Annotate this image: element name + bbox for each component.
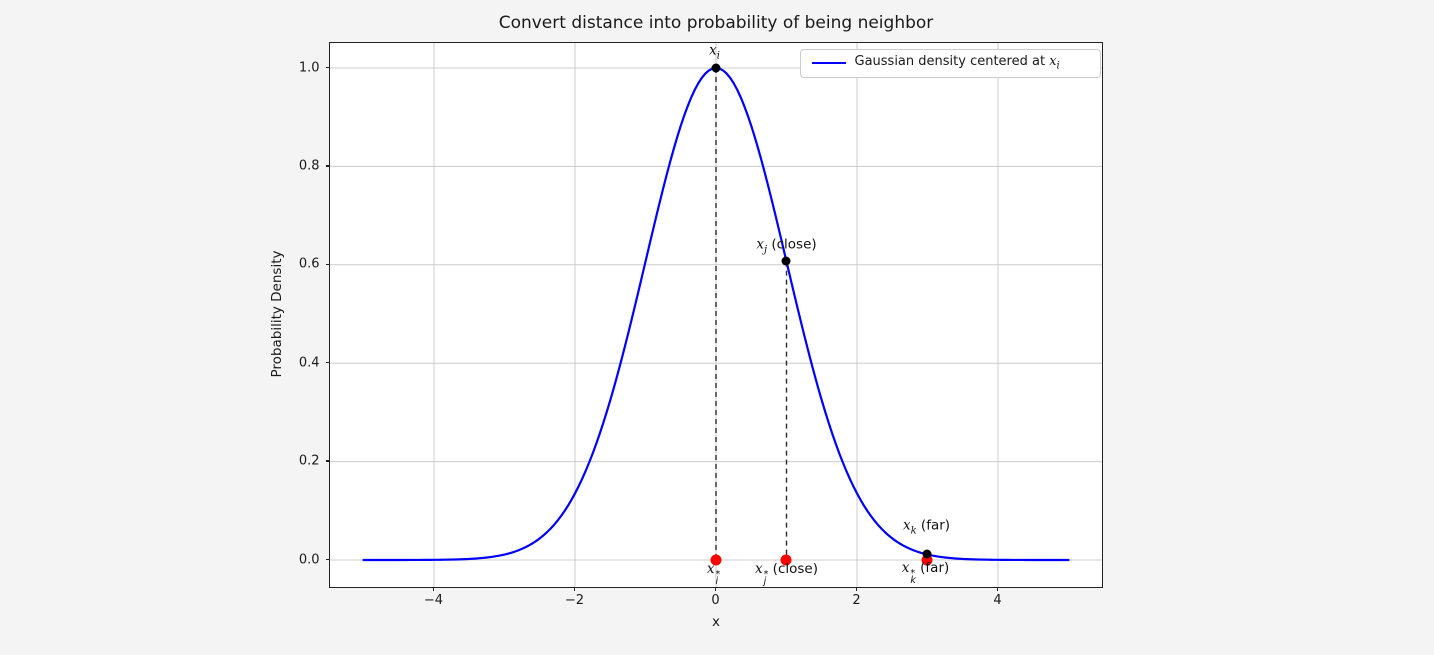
x-tick-label: −4 — [423, 592, 444, 608]
y-tick-mark — [325, 263, 330, 265]
plot-area: xi xj (close) xk (far) x * i x * j (close) x… — [299, 41, 1103, 608]
x-tick-mark — [573, 586, 576, 591]
point-label-xk-far: xk (far) — [902, 517, 951, 536]
chart-title: Convert distance into probability of bei… — [498, 13, 934, 33]
point-label-xk-star-far: x * k (far) — [901, 559, 950, 586]
y-tick-label: 0.6 — [298, 256, 320, 272]
red-point-xi — [710, 554, 721, 565]
y-tick-label: 0.2 — [298, 453, 320, 469]
dashed-drop-lines — [714, 67, 928, 560]
y-tick-label: 0.8 — [298, 158, 320, 174]
x-axis-label: x — [712, 614, 720, 630]
black-point-xkfar — [922, 549, 932, 559]
x-tick-mark — [432, 586, 435, 591]
y-tick-mark — [325, 165, 330, 167]
point-label-xi: xi — [709, 42, 720, 61]
y-tick-mark — [325, 460, 330, 462]
legend: Gaussian density centered at xi — [799, 48, 1101, 78]
x-tick-mark — [855, 586, 858, 591]
y-tick-mark — [325, 66, 330, 69]
point-label-xj-close: xj (close) — [756, 236, 817, 255]
legend-label: Gaussian density centered at xi — [854, 54, 1060, 72]
x-tick-label: 0 — [711, 592, 720, 608]
legend-line-sample — [811, 61, 846, 65]
y-tick-mark — [325, 558, 330, 561]
red-point-xjclose — [780, 554, 792, 565]
x-tick-label: −2 — [564, 592, 585, 608]
y-tick-mark — [325, 362, 330, 364]
black-point-xi — [711, 63, 720, 72]
x-tick-label: 2 — [852, 592, 861, 608]
x-tick-mark — [714, 586, 717, 591]
point-label-xi-star: x * i — [706, 560, 721, 587]
x-tick-mark — [996, 586, 999, 591]
y-tick-label: 0.4 — [298, 355, 320, 371]
red-point-xkfar — [921, 554, 933, 565]
x-tick-label: 4 — [993, 592, 1002, 608]
point-label-xj-star-close: x * j (close) — [755, 560, 818, 587]
y-tick-label: 0.0 — [298, 552, 320, 567]
black-point-xjclose — [781, 256, 791, 266]
y-tick-label: 1.0 — [298, 60, 320, 75]
plot-canvas — [329, 42, 1102, 587]
